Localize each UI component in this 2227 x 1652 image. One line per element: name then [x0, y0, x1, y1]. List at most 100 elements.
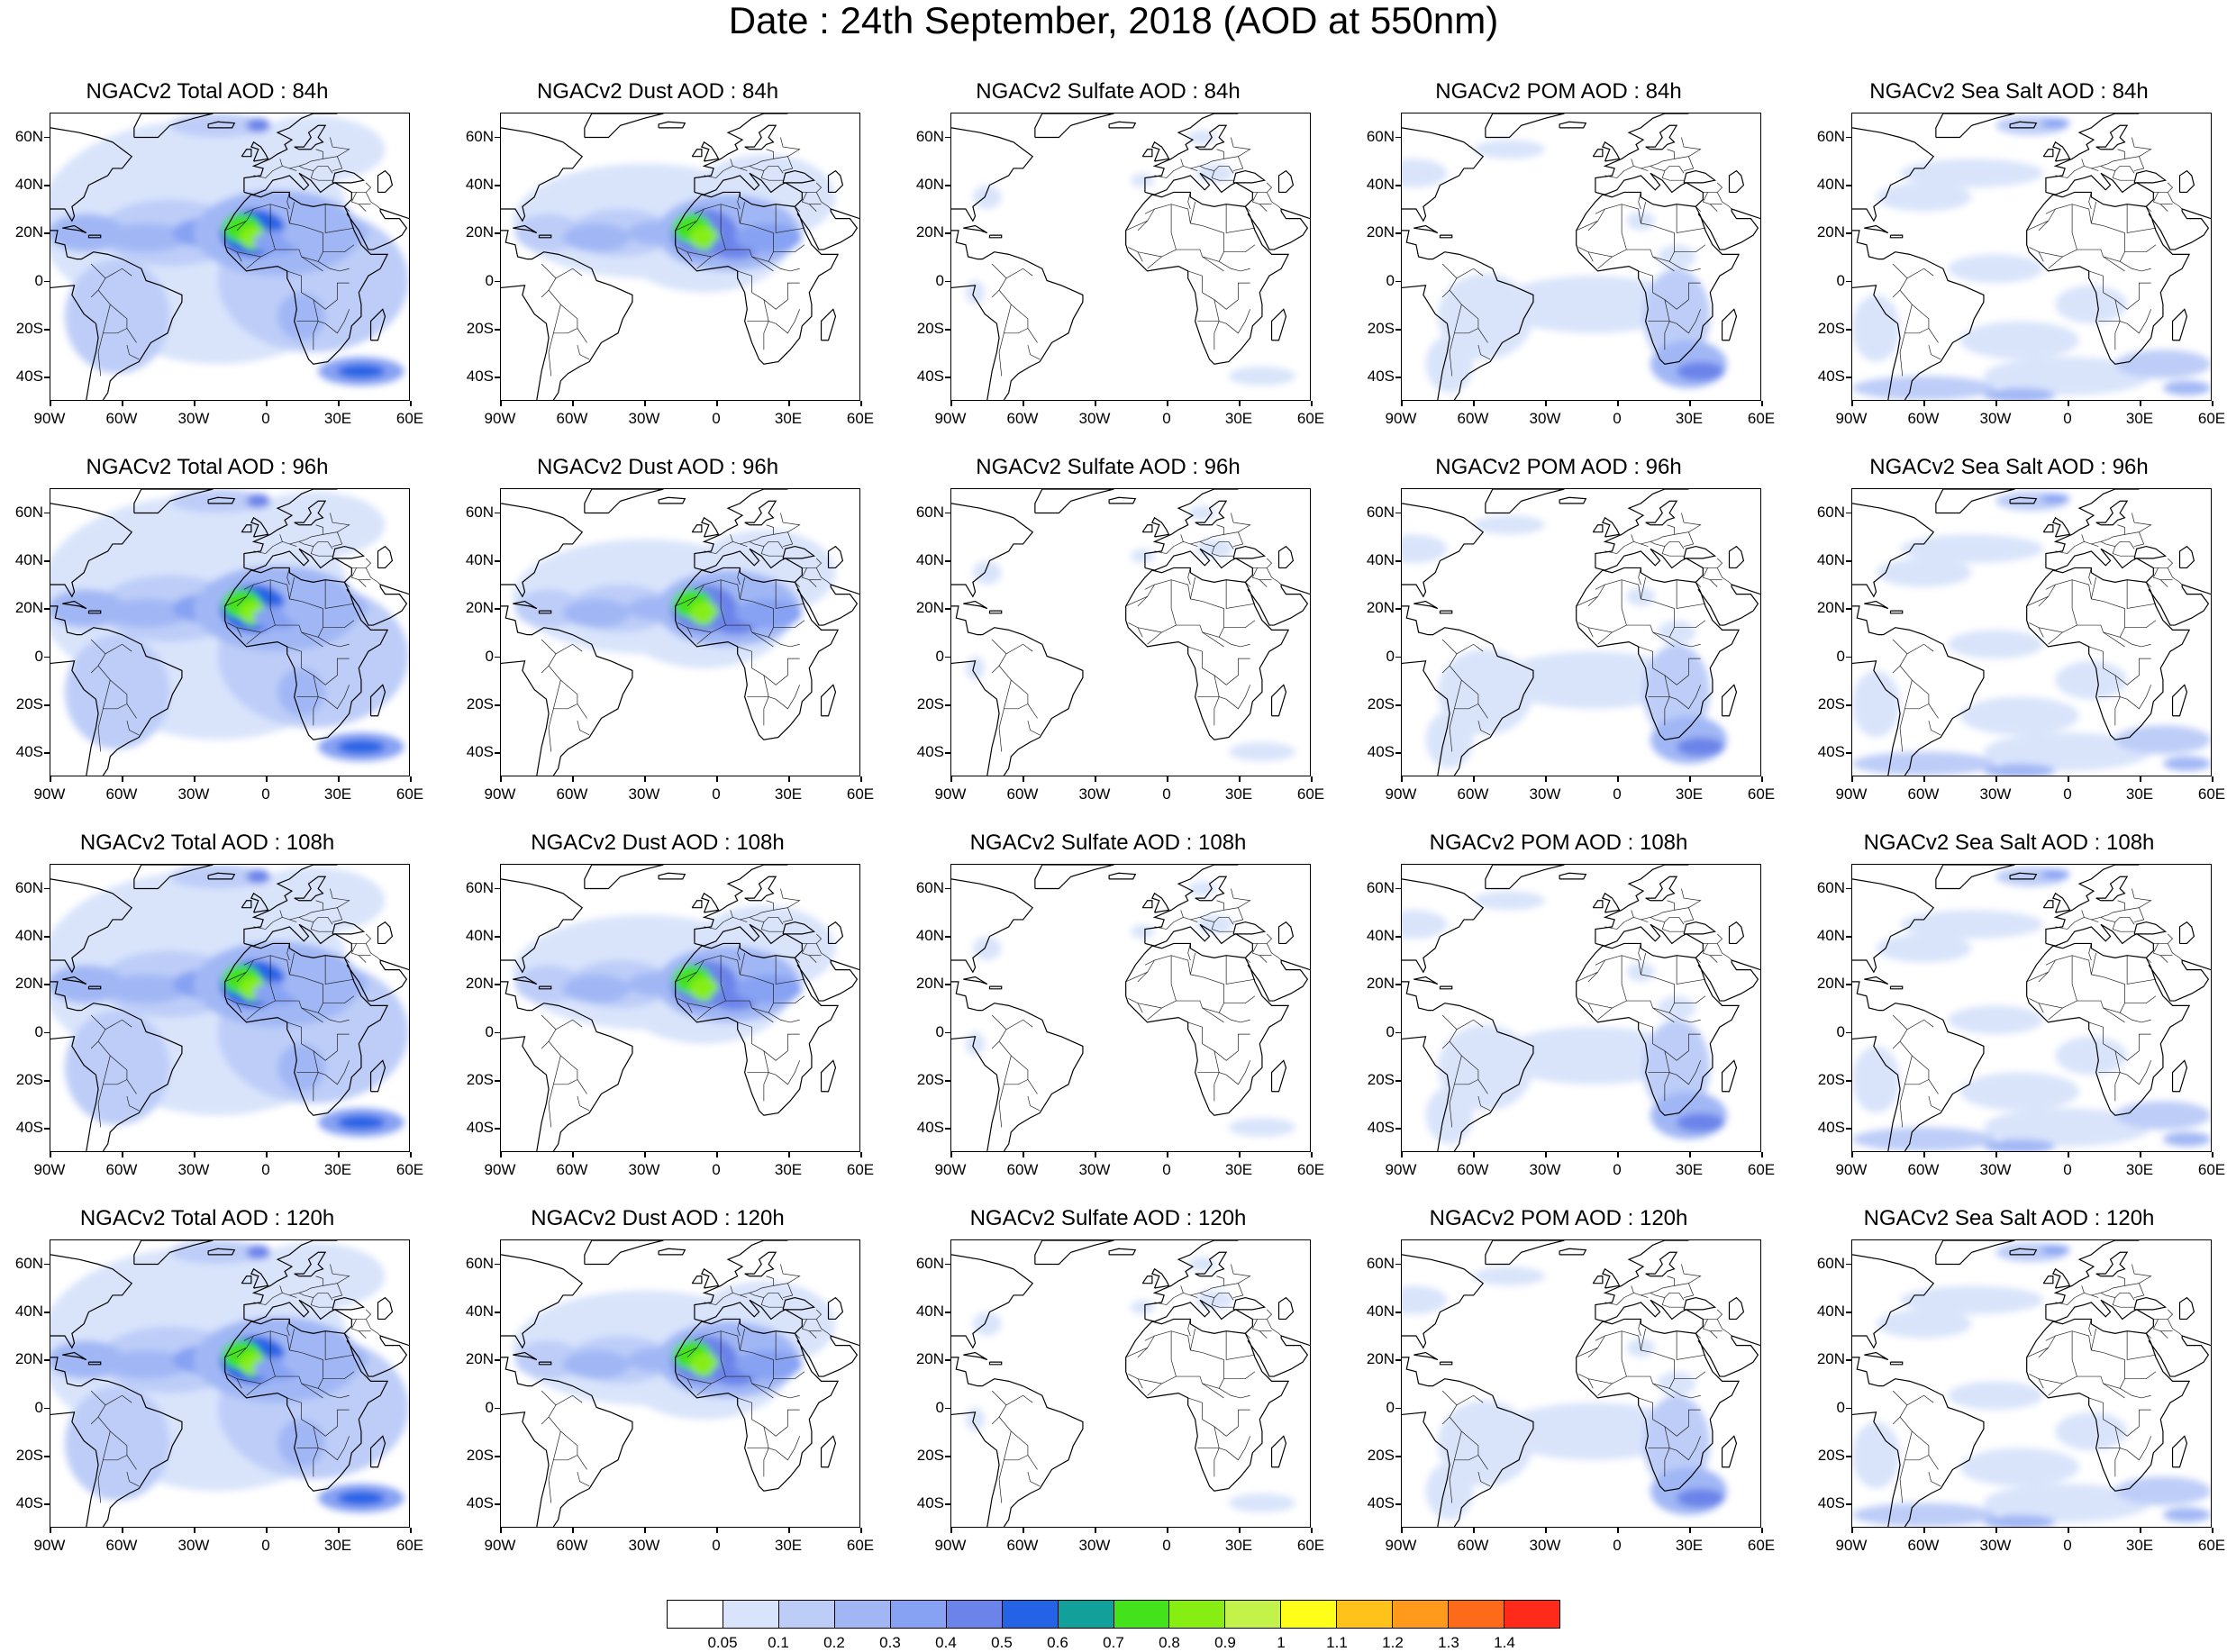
coastline — [2052, 141, 2071, 162]
country-border — [2126, 1330, 2157, 1360]
longitude-tick — [1617, 1152, 1619, 1157]
country-border — [2100, 540, 2135, 549]
aod-plume — [1402, 910, 1448, 939]
coastline — [1595, 1299, 1704, 1334]
country-border — [323, 531, 343, 547]
coastline — [1413, 1351, 1439, 1361]
latitude-label: 0 — [935, 1398, 944, 1416]
coastline — [2045, 923, 2154, 958]
country-border — [1223, 244, 1256, 253]
country-border — [751, 1383, 774, 1399]
coastline — [988, 610, 1003, 614]
colorbar-swatch — [778, 1601, 835, 1628]
coastline — [1602, 1267, 1621, 1289]
longitude-label: 30W — [177, 1537, 210, 1554]
colorbar-swatch — [723, 1601, 779, 1628]
country-border — [2112, 921, 2135, 932]
aod-field — [1402, 891, 1727, 1145]
latitude-tick — [1395, 887, 1401, 890]
country-border — [1003, 1055, 1029, 1085]
coastline — [1935, 489, 2015, 514]
panel-title: NGACv2 Dust AOD : 96h — [536, 455, 779, 479]
aod-plume — [1497, 276, 1689, 333]
country-border — [1449, 1416, 1488, 1470]
coastline — [951, 1411, 1000, 1527]
country-border — [1661, 546, 1685, 557]
coastline — [1864, 1351, 1889, 1361]
colorbar-tick-label: 1.1 — [1326, 1634, 1348, 1651]
longitude-label: 30W — [1078, 1161, 1111, 1178]
latitude-label: 40S — [916, 743, 944, 761]
country-border — [749, 165, 784, 174]
country-border — [286, 646, 350, 685]
longitude-tick — [1401, 401, 1403, 406]
aod-plume — [689, 601, 719, 626]
aod-plume — [2055, 1411, 2128, 1451]
longitude-tick — [2140, 401, 2141, 406]
country-border — [740, 543, 748, 547]
aod-plume — [1228, 1117, 1296, 1138]
country-border — [1674, 1283, 1695, 1298]
latitude-tick — [495, 1263, 500, 1266]
latitude-tick — [495, 984, 500, 985]
coastline — [501, 1411, 550, 1527]
latitude-tick — [495, 608, 500, 610]
country-border — [317, 261, 350, 272]
aod-plume — [337, 1491, 386, 1506]
country-border — [1587, 627, 1594, 638]
aod-plume — [965, 1407, 986, 1431]
country-border — [2088, 1397, 2151, 1437]
latitude-tick — [1846, 136, 1851, 139]
longitude-tick — [2140, 1528, 2141, 1533]
aod-plume — [169, 113, 266, 138]
latitude-label: 40N — [1816, 176, 1845, 193]
longitude-label: 90W — [33, 410, 66, 427]
aod-plume — [689, 976, 719, 1002]
aod-plume — [562, 1349, 631, 1379]
country-border — [236, 251, 242, 262]
longitude-tick — [2068, 1528, 2069, 1533]
latitude-tick — [1846, 1503, 1851, 1505]
coastline — [2009, 872, 2038, 880]
country-border — [1904, 1055, 1930, 1085]
coastline — [243, 113, 338, 193]
aod-plume — [1876, 558, 1972, 587]
latitude-tick — [1846, 752, 1851, 754]
aod-plume — [1983, 1484, 2151, 1522]
figure-title: Date : 24th September, 2018 (AOD at 550n… — [728, 0, 1499, 41]
aod-plume — [972, 936, 1002, 960]
coastline — [332, 169, 366, 184]
coastline — [820, 684, 837, 717]
longitude-tick — [1617, 1528, 1619, 1533]
country-border — [2112, 170, 2135, 181]
aod-plume — [1131, 549, 1155, 564]
coastline — [1592, 900, 1604, 909]
country-border — [773, 531, 794, 547]
country-border — [1661, 921, 1685, 932]
longitude-tick — [500, 401, 502, 406]
country-border — [1005, 643, 1033, 655]
country-border — [991, 1014, 1007, 1049]
latitude-tick — [1395, 232, 1401, 234]
aod-plume — [1852, 1046, 1901, 1113]
coastline — [951, 660, 1000, 776]
coastline — [2045, 1240, 2140, 1320]
latitude-label: 40N — [915, 1303, 944, 1320]
map-frame — [1401, 1239, 1761, 1528]
country-border — [2038, 221, 2049, 231]
coastline — [1592, 149, 1604, 158]
latitude-label: 60N — [465, 878, 494, 896]
country-border — [2038, 1348, 2049, 1358]
latitude-label: 60N — [915, 503, 944, 521]
country-border — [1587, 221, 1598, 231]
longitude-tick — [788, 776, 790, 782]
country-border — [1190, 1294, 1198, 1298]
longitude-label: 30W — [1979, 1537, 2012, 1554]
latitude-tick — [495, 512, 500, 514]
country-border — [289, 168, 297, 171]
coastline — [243, 865, 338, 944]
country-border — [2045, 584, 2056, 590]
latitude-label: 40N — [465, 551, 494, 568]
country-border — [317, 1388, 350, 1399]
country-border — [224, 204, 323, 262]
